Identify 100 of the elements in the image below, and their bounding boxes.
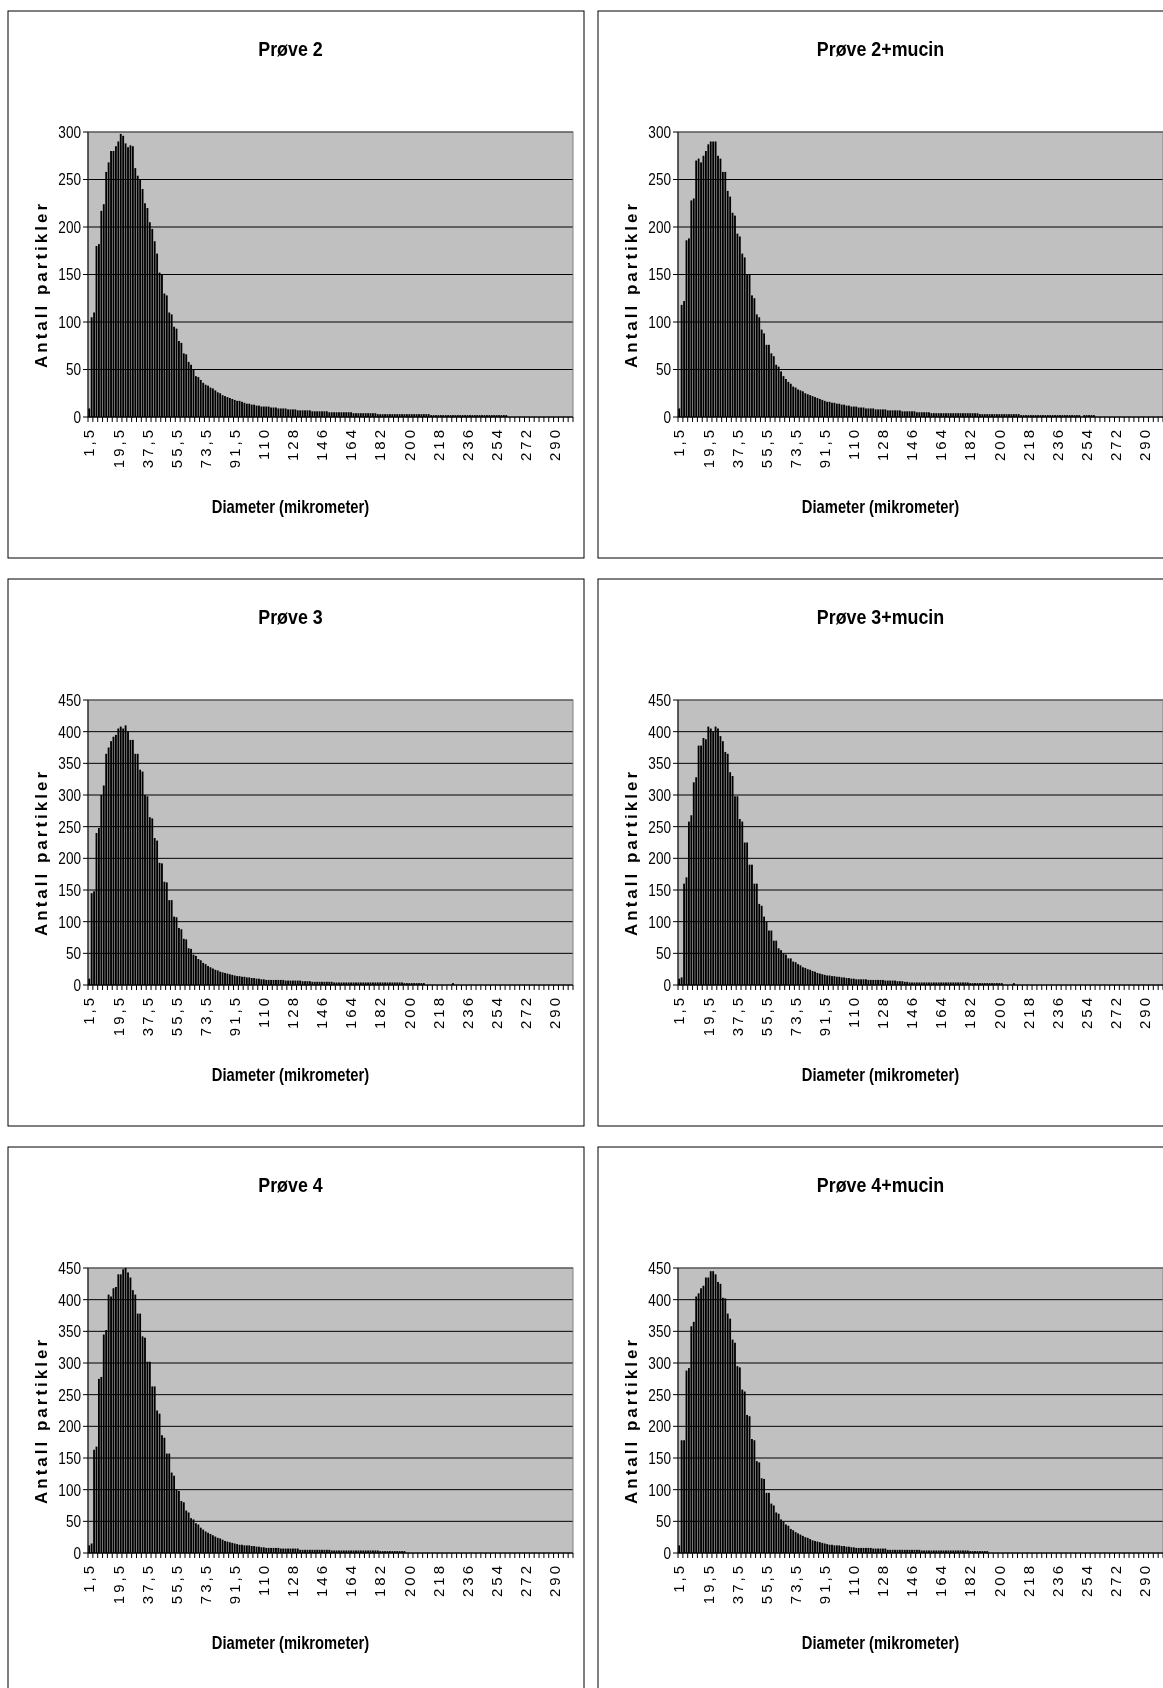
x-tick-label: 19,5 [699,427,717,469]
x-tick-label: 164 [342,1563,360,1598]
x-tick-label: 272 [516,1563,534,1598]
x-tick-label: 1,5 [670,427,688,457]
x-tick-label: 200 [400,995,418,1030]
x-tick-label: 146 [313,427,331,462]
y-tick-label: 200 [58,1416,81,1436]
y-tick-label: 250 [648,169,671,189]
chart-title: Prøve 4+mucin [816,1172,945,1197]
y-axis-title: Antall partikler [622,1336,641,1505]
x-tick-label: 19,5 [699,1563,717,1605]
x-tick-label: 182 [961,427,979,462]
x-tick-label: 200 [400,1563,418,1598]
x-tick-label: 73,5 [196,1563,214,1605]
y-tick-label: 400 [58,1290,81,1309]
x-tick-label: 272 [516,995,534,1030]
y-tick-label: 250 [58,817,81,836]
x-tick-label: 254 [1077,995,1095,1030]
x-tick-label: 236 [458,995,476,1030]
x-tick-label: 55,5 [167,1563,185,1605]
x-tick-label: 37,5 [728,1563,746,1605]
chart-title: Prøve 4 [258,1172,323,1197]
y-tick-label: 350 [58,1321,81,1341]
y-tick-label: 100 [58,1480,81,1499]
y-tick-label: 100 [648,1480,671,1499]
x-tick-label: 55,5 [167,995,185,1037]
x-tick-label: 91,5 [225,427,243,469]
x-tick-label: 128 [284,995,302,1030]
y-tick-label: 300 [58,1353,81,1373]
x-axis-title: Diameter (mikrometer) [211,1064,370,1085]
x-tick-label: 55,5 [757,1563,775,1605]
y-tick-label: 0 [73,407,81,427]
x-tick-label: 19,5 [109,427,127,469]
y-tick-label: 250 [58,169,81,189]
x-tick-label: 110 [845,427,863,460]
x-tick-label: 128 [284,427,302,462]
x-tick-label: 218 [429,1563,447,1598]
x-tick-label: 236 [458,1563,476,1598]
x-tick-label: 236 [1048,1563,1066,1598]
x-tick-label: 91,5 [815,995,833,1037]
x-tick-label: 200 [990,995,1008,1030]
x-tick-label: 37,5 [138,427,156,469]
x-tick-label: 73,5 [196,427,214,469]
x-tick-label: 91,5 [225,1563,243,1605]
y-tick-label: 300 [58,122,81,142]
chart-title: Prøve 3+mucin [816,604,945,629]
y-tick-label: 0 [663,975,671,995]
x-tick-label: 218 [429,427,447,462]
x-tick-label: 73,5 [786,1563,804,1605]
x-tick-label: 128 [284,1563,302,1598]
x-tick-label: 37,5 [728,427,746,469]
x-tick-label: 218 [429,995,447,1030]
y-tick-label: 50 [655,1511,671,1531]
x-tick-label: 218 [1019,995,1037,1030]
y-tick-label: 300 [648,1353,671,1373]
y-tick-label: 150 [58,264,81,284]
y-tick-label: 50 [65,359,81,379]
y-tick-label: 150 [58,880,81,900]
x-tick-label: 290 [1136,995,1154,1030]
y-tick-label: 450 [58,690,81,710]
x-tick-label: 272 [1106,995,1124,1030]
x-tick-label: 290 [546,1563,564,1598]
x-tick-label: 91,5 [225,995,243,1037]
x-tick-label: 128 [874,1563,892,1598]
x-tick-label: 37,5 [728,995,746,1037]
y-axis-title: Antall partikler [32,1336,51,1505]
y-tick-label: 0 [73,975,81,995]
y-tick-label: 0 [663,407,671,427]
y-tick-label: 300 [648,122,671,142]
x-tick-label: 37,5 [138,1563,156,1605]
x-tick-label: 290 [1136,1563,1154,1598]
x-tick-label: 290 [1136,427,1154,462]
y-tick-label: 200 [648,1416,671,1436]
x-tick-label: 73,5 [786,427,804,469]
y-tick-label: 450 [648,690,671,710]
x-tick-label: 182 [371,995,389,1030]
x-tick-label: 236 [1048,995,1066,1030]
y-tick-label: 50 [655,943,671,963]
y-tick-label: 300 [648,785,671,805]
y-tick-label: 50 [655,359,671,379]
x-tick-label: 272 [1106,427,1124,462]
y-tick-label: 200 [58,848,81,868]
x-tick-label: 146 [313,1563,331,1598]
x-tick-label: 55,5 [757,995,775,1037]
y-tick-label: 250 [648,1385,671,1404]
x-tick-label: 254 [1077,427,1095,462]
x-axis-title: Diameter (mikrometer) [801,496,960,517]
x-tick-label: 19,5 [109,995,127,1037]
y-tick-label: 400 [648,722,671,741]
x-tick-label: 254 [487,1563,505,1598]
y-tick-label: 250 [648,817,671,836]
x-tick-label: 146 [313,995,331,1030]
chart-title: Prøve 2+mucin [816,36,945,61]
x-tick-label: 1,5 [80,995,98,1025]
x-tick-label: 1,5 [80,1563,98,1593]
x-tick-label: 146 [903,1563,921,1598]
y-tick-label: 50 [65,943,81,963]
x-tick-label: 128 [874,427,892,462]
y-tick-label: 100 [648,912,671,931]
x-tick-label: 164 [932,995,950,1030]
